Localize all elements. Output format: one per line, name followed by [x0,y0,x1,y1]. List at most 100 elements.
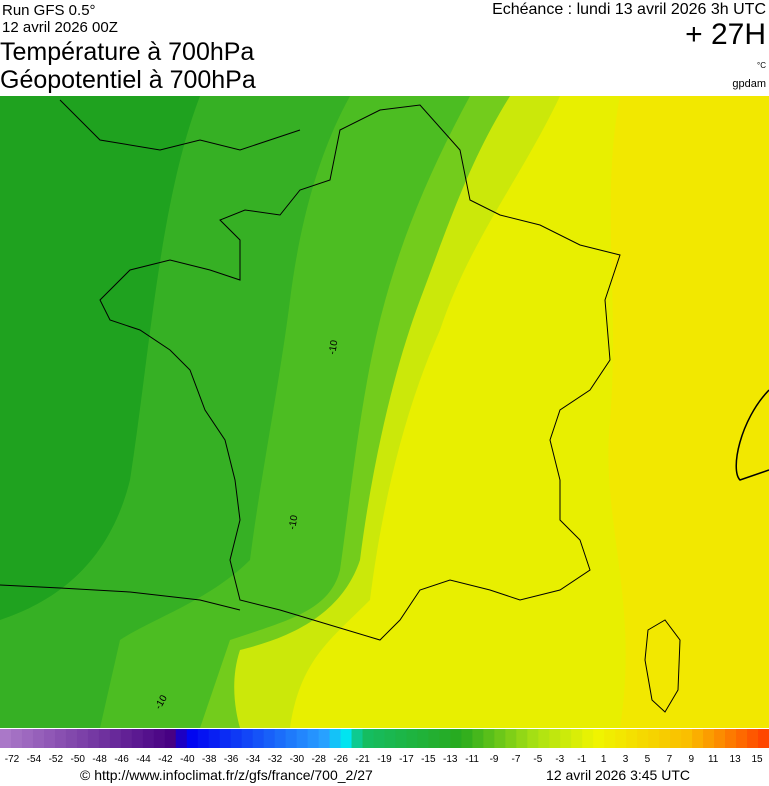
color-bar-label: -9 [490,754,499,765]
color-bar-label: -34 [246,754,261,765]
color-swatch [417,729,429,748]
color-swatch [241,729,254,748]
color-swatch [340,729,353,748]
color-swatch [406,729,418,748]
color-bar-label: -36 [224,754,239,765]
color-swatch [307,729,320,748]
color-swatch [54,729,67,748]
color-swatch [593,729,605,748]
color-bar-label: -46 [114,754,129,765]
color-swatch [395,729,407,748]
color-swatch [538,729,550,748]
color-bar-label: -30 [290,754,305,765]
color-swatch [373,729,385,748]
color-bar-label: -17 [399,754,414,765]
color-bar-label: -13 [443,754,458,765]
color-swatch [571,729,583,748]
color-swatch [219,729,232,748]
color-bar-label: -28 [312,754,327,765]
color-bar-labels: -72 -54 -52 -50 -48 -46 -44 -42 -40 -38 -36 -34 -32-… [5,754,763,765]
color-swatch [714,729,726,748]
source: © http://www.infoclimat.fr/z/gfs/france/… [80,767,373,783]
contour-label: -10 [287,514,300,531]
color-swatch [142,729,155,748]
color-bar-label: 13 [730,754,742,765]
color-swatch [494,729,506,748]
color-swatch [329,729,342,748]
color-swatch [0,729,12,748]
color-swatch [692,729,704,748]
color-bar-label: -44 [136,754,151,765]
color-swatch [65,729,78,748]
unit: °C [757,61,766,70]
color-bar-label: -48 [92,754,107,765]
color-swatch [428,729,440,748]
color-swatch [197,729,210,748]
color-bar-label: -32 [268,754,283,765]
color-bar-label: -11 [465,754,479,765]
color-swatch [670,729,682,748]
color-bar-label: 7 [667,754,673,765]
color-swatch [120,729,133,748]
color-bar-label: -72 [5,754,20,765]
color-swatch [175,729,188,748]
color-swatch [615,729,627,748]
color-swatch [263,729,276,748]
color-swatch [483,729,495,748]
color-bar [0,729,769,748]
color-bar-label: -42 [158,754,173,765]
color-swatch [296,729,309,748]
color-swatch [681,729,693,748]
forecast: Echéance : lundi 13 avril 2026 3h UTC [492,1,766,18]
color-swatch [131,729,144,748]
color-swatch [549,729,561,748]
color-bar-label: -40 [180,754,195,765]
color-bar-label: -3 [555,754,564,765]
color-bar-label: 5 [645,754,651,765]
color-swatch [274,729,287,748]
color-swatch [725,729,737,748]
color-bar-label: -26 [333,754,348,765]
color-bar-label: -38 [202,754,217,765]
color-swatch [461,729,473,748]
color-bar-label: -21 [355,754,370,765]
color-swatch [318,729,331,748]
color-swatch [10,729,23,748]
color-swatch [252,729,265,748]
color-swatch [582,729,594,748]
color-swatch [648,729,660,748]
color-bar-label: -15 [421,754,436,765]
color-bar-label: -52 [49,754,64,765]
color-swatch [76,729,89,748]
color-bar-label: 3 [623,754,629,765]
generated-time: 12 avril 2026 3:45 UTC [546,767,690,783]
color-bar-label: -54 [27,754,42,765]
color-swatch [186,729,199,748]
color-bar-label: 9 [688,754,694,765]
title: Température à 700hPa [0,38,254,66]
color-swatch [208,729,221,748]
color-swatch [472,729,484,748]
color-swatch [87,729,100,748]
color-bar-label: -7 [512,754,521,765]
color-swatch [747,729,759,748]
color-bar-label: 11 [708,754,719,765]
color-swatch [285,729,298,748]
lead-time: + 27H [685,18,766,51]
color-swatch [153,729,166,748]
color-swatch [604,729,616,748]
color-bar-label: -5 [533,754,542,765]
color-swatch [164,729,177,748]
color-swatch [505,729,517,748]
unit: gpdam [732,78,766,90]
color-swatch [637,729,649,748]
color-bar-label: -50 [71,754,86,765]
color-swatch [758,729,769,748]
color-bar-label: 1 [601,754,607,765]
color-swatch [703,729,715,748]
color-bar-label: -1 [577,754,586,765]
color-swatch [362,729,375,748]
color-swatch [736,729,748,748]
color-swatch [560,729,572,748]
